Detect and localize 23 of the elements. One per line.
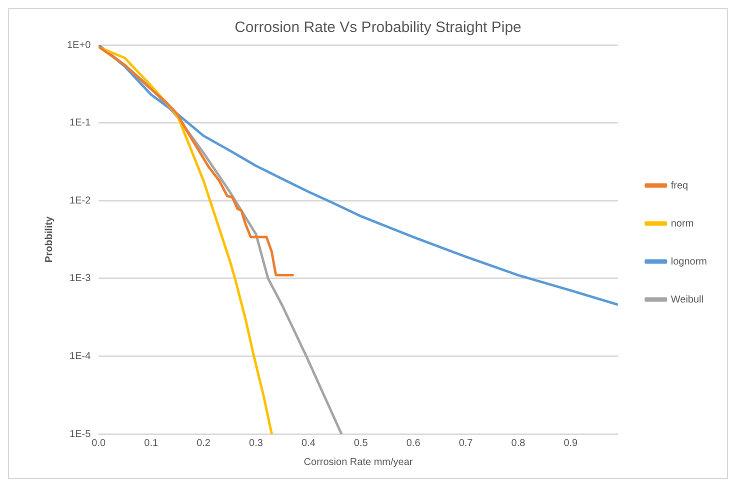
x-tick-label: 0.7 (458, 438, 474, 449)
y-tick-label: 1E-5 (70, 428, 92, 440)
x-tick-label: 0.5 (354, 438, 368, 449)
x-axis-title: Corrosion Rate mm/year (304, 456, 414, 468)
x-tick-label: 0.3 (249, 438, 264, 449)
x-tick-label: 0.1 (144, 438, 158, 449)
x-tick-label: 0.6 (406, 438, 421, 449)
x-tick-label: 0.9 (564, 438, 578, 449)
y-tick-label: 1E-1 (70, 118, 92, 129)
legend-label: lognorm (670, 256, 708, 268)
y-tick-label: 1E-2 (70, 195, 92, 206)
y-tick-label: 1E-3 (70, 273, 92, 284)
x-tick-label: 0.2 (196, 438, 211, 449)
x-tick-label: 0.4 (301, 438, 316, 449)
legend-label: norm (670, 218, 694, 230)
y-axis-title: Probbility (44, 216, 55, 263)
legend-label: Weibull (670, 294, 704, 306)
x-tick-label: 0.0 (92, 438, 106, 449)
y-tick-label: 1E-4 (70, 350, 92, 362)
x-tick-label: 0.8 (511, 438, 526, 449)
legend-label: freq (670, 180, 688, 192)
y-tick-label: 1E+0 (66, 40, 92, 51)
chart-title: Corrosion Rate Vs Probability Straight Pipe (234, 19, 522, 36)
